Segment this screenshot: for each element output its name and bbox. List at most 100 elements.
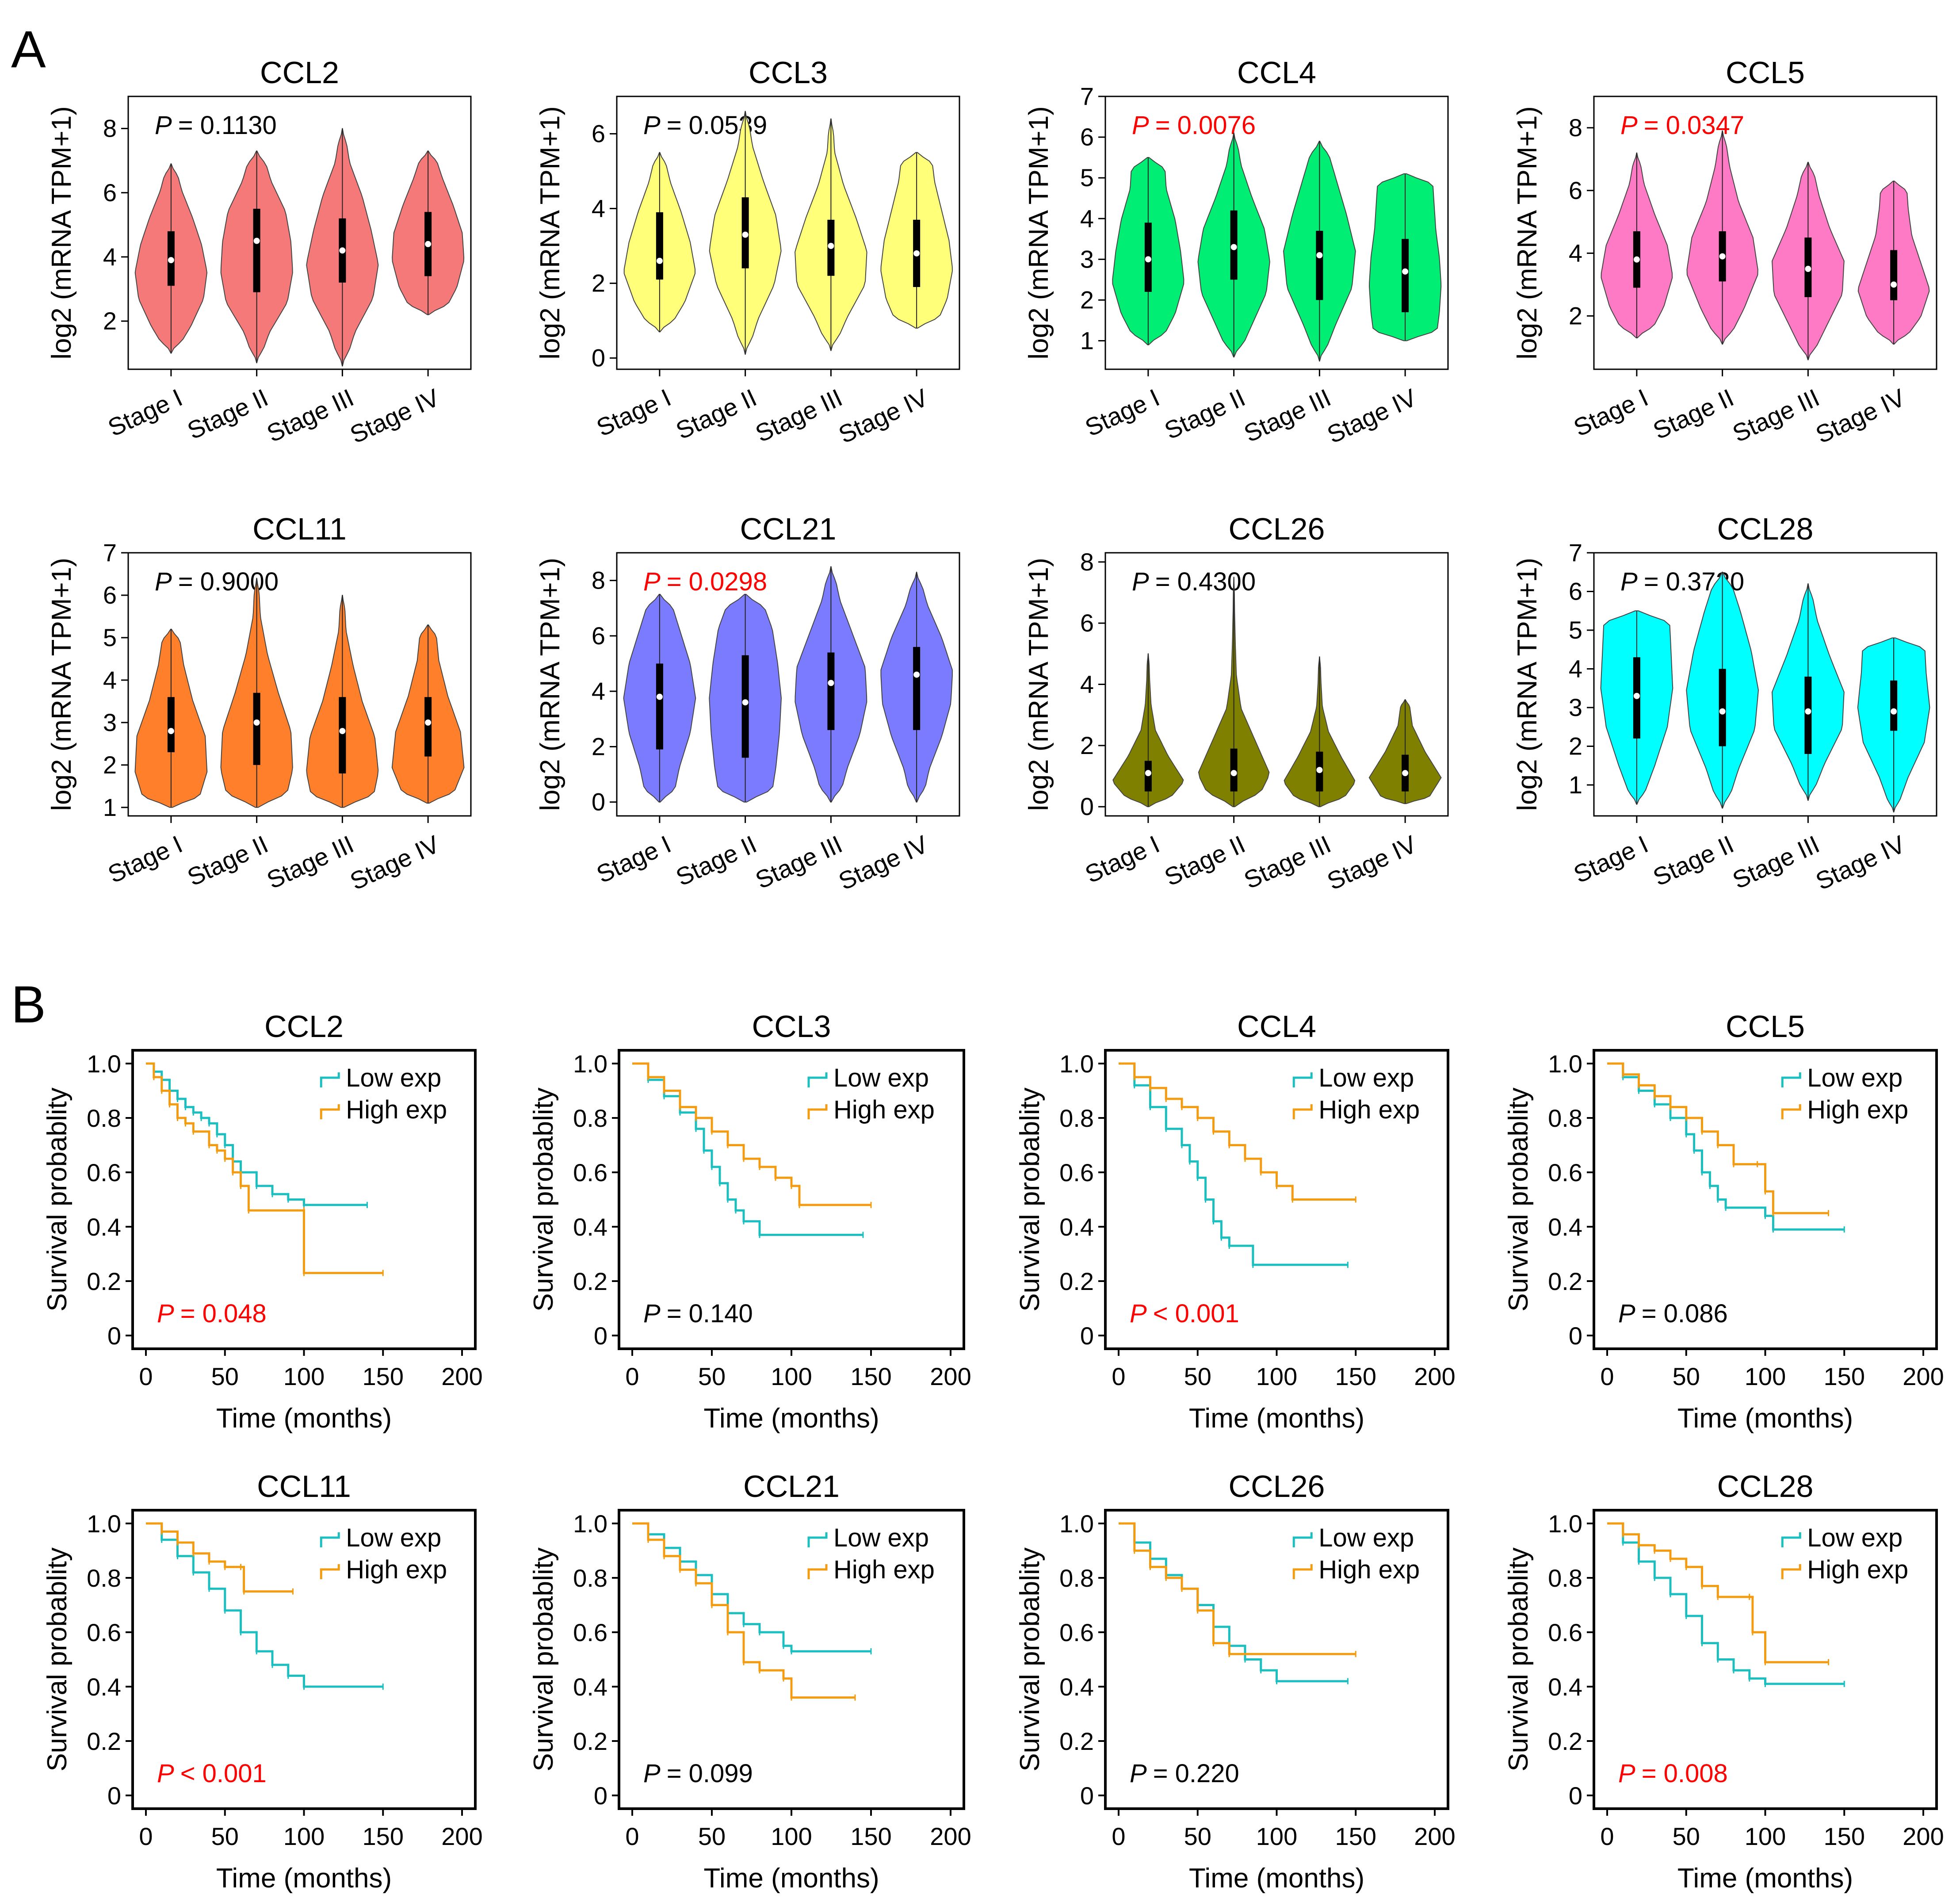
y-tick-label: 0.2 bbox=[87, 1267, 121, 1295]
violin-median-dot bbox=[253, 237, 260, 244]
y-tick-label: 0.8 bbox=[573, 1564, 607, 1592]
violin-median-dot bbox=[1230, 770, 1237, 777]
plot-b-ccl26: CCL26 0 0.2 0.4 0.6 0.8 1.0 0 50 100 150 200 Time (m… bbox=[1015, 1469, 1456, 1894]
plot-a-ccl4: CCL4 1 2 3 4 5 6 7 log2 (mRNA TPM+1) P = 0.0076 Sta… bbox=[1024, 55, 1449, 449]
plot-frame bbox=[618, 1049, 965, 1350]
violin-iqr-box bbox=[1890, 250, 1898, 300]
legend-swatch-high bbox=[1292, 1564, 1313, 1579]
violin-median-dot bbox=[828, 680, 834, 686]
violin-median-dot bbox=[656, 257, 663, 264]
km-curve-high bbox=[146, 1522, 293, 1593]
x-category-label: Stage III bbox=[751, 383, 847, 448]
y-tick-label: 0.4 bbox=[87, 1213, 121, 1241]
y-tick-label: 0.8 bbox=[1548, 1564, 1582, 1592]
plot-frame bbox=[131, 1509, 477, 1810]
p-value-text: = 0.048 bbox=[180, 1299, 267, 1328]
p-value-text: = 0.086 bbox=[1642, 1299, 1728, 1328]
y-tick-label: 6 bbox=[592, 120, 605, 148]
y-tick-label: 3 bbox=[103, 708, 117, 736]
p-value-symbol: P bbox=[1132, 567, 1149, 596]
y-tick-label: 0.4 bbox=[573, 1213, 607, 1241]
p-value: P < 0.001 bbox=[1130, 1299, 1239, 1328]
p-value-text: < 0.001 bbox=[1153, 1299, 1239, 1328]
x-category-label: Stage II bbox=[183, 383, 272, 445]
violin-median-dot bbox=[1633, 693, 1640, 699]
y-tick-label: 4 bbox=[1080, 204, 1094, 232]
y-axis-label: Survival probablity bbox=[528, 1547, 559, 1772]
p-value-text: = 0.0539 bbox=[667, 111, 767, 140]
p-value-text: = 0.099 bbox=[667, 1759, 753, 1788]
x-category-label: Stage III bbox=[1728, 830, 1824, 894]
y-axis-label: Survival probablity bbox=[1015, 1087, 1045, 1312]
y-tick-label: 0.8 bbox=[1548, 1104, 1582, 1132]
x-tick-label: 0 bbox=[1600, 1362, 1614, 1390]
violin-median-dot bbox=[253, 719, 260, 726]
p-value-symbol: P bbox=[1618, 1299, 1635, 1328]
violin-median-dot bbox=[742, 699, 749, 706]
violin-median-dot bbox=[1145, 770, 1151, 777]
legend-swatch-high bbox=[1292, 1104, 1313, 1119]
y-tick-label: 0.4 bbox=[87, 1673, 121, 1701]
plot-title: CCL28 bbox=[1717, 1469, 1814, 1504]
x-category-label: Stage IV bbox=[1811, 830, 1910, 896]
y-axis-label: Survival probablity bbox=[1015, 1547, 1045, 1772]
p-value-symbol: P bbox=[1620, 111, 1638, 140]
legend-label: Low exp bbox=[833, 1523, 929, 1552]
plot-title: CCL2 bbox=[264, 1009, 344, 1044]
y-tick-label: 2 bbox=[1080, 731, 1094, 759]
legend-swatch-high bbox=[320, 1564, 340, 1579]
x-tick-label: 50 bbox=[1184, 1362, 1211, 1390]
y-tick-label: 6 bbox=[1080, 609, 1094, 637]
y-tick-label: 0 bbox=[1080, 792, 1094, 820]
x-tick-label: 200 bbox=[930, 1822, 971, 1850]
x-tick-label: 100 bbox=[283, 1822, 325, 1850]
legend-label: High exp bbox=[346, 1095, 447, 1124]
x-tick-label: 150 bbox=[1335, 1362, 1376, 1390]
x-axis-label: Time (months) bbox=[216, 1403, 392, 1434]
x-tick-label: 50 bbox=[1184, 1822, 1211, 1850]
legend-swatch-high bbox=[807, 1564, 828, 1579]
y-tick-label: 0 bbox=[107, 1322, 121, 1350]
x-axis-label: Time (months) bbox=[1189, 1863, 1364, 1894]
plot-frame bbox=[1593, 1049, 1938, 1350]
violin-median-dot bbox=[656, 693, 663, 700]
p-value: P = 0.0076 bbox=[1132, 111, 1256, 140]
violin-iqr-box bbox=[827, 652, 835, 730]
p-value: P = 0.140 bbox=[643, 1299, 753, 1328]
violin-median-dot bbox=[1145, 256, 1151, 263]
plot-title: CCL4 bbox=[1237, 55, 1316, 90]
plot-title: CCL5 bbox=[1726, 1009, 1805, 1044]
y-tick-label: 0.6 bbox=[87, 1619, 121, 1646]
plot-frame bbox=[616, 96, 960, 370]
x-tick-label: 150 bbox=[363, 1822, 404, 1850]
legend-swatch-low bbox=[320, 1532, 340, 1547]
plot-frame bbox=[1593, 96, 1937, 370]
y-tick-label: 1 bbox=[103, 793, 117, 821]
p-value-symbol: P bbox=[157, 1759, 174, 1788]
y-tick-label: 1.0 bbox=[1059, 1510, 1094, 1538]
violin-iqr-box bbox=[339, 697, 346, 774]
x-tick-label: 0 bbox=[1600, 1822, 1614, 1850]
panel-a-label: A bbox=[11, 20, 46, 79]
violin-median-dot bbox=[1805, 708, 1811, 715]
p-value-symbol: P bbox=[1618, 1759, 1635, 1788]
plot-title: CCL21 bbox=[743, 1469, 840, 1504]
y-tick-label: 0 bbox=[107, 1782, 121, 1810]
x-category-label: Stage IV bbox=[834, 383, 932, 449]
violin-iqr-box bbox=[253, 693, 260, 765]
km-curve-low bbox=[1607, 1522, 1845, 1685]
y-tick-label: 0 bbox=[594, 1782, 607, 1810]
y-tick-label: 0.8 bbox=[1059, 1564, 1094, 1592]
y-tick-label: 1.0 bbox=[1548, 1510, 1582, 1538]
p-value-symbol: P bbox=[157, 1299, 174, 1328]
x-tick-label: 0 bbox=[625, 1822, 639, 1850]
p-value: P = 0.220 bbox=[1130, 1759, 1239, 1788]
y-tick-label: 2 bbox=[592, 269, 605, 297]
panel-b-label: B bbox=[11, 976, 46, 1034]
x-tick-label: 50 bbox=[211, 1362, 239, 1390]
y-tick-label: 3 bbox=[1569, 693, 1582, 721]
p-value: P = 0.008 bbox=[1618, 1759, 1728, 1788]
plot-frame bbox=[1593, 1509, 1938, 1810]
p-value-symbol: P bbox=[1130, 1299, 1147, 1328]
